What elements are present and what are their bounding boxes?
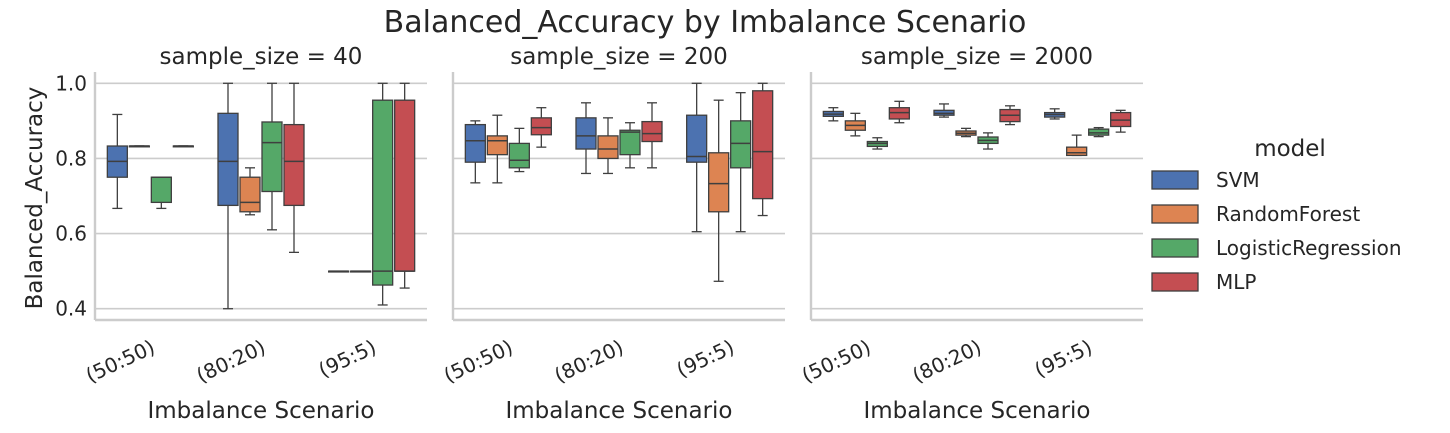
box-svm-2 xyxy=(1044,108,1066,120)
box-mlp-0 xyxy=(530,107,552,148)
box-randomforest-0 xyxy=(486,114,508,184)
box-logisticregression-2 xyxy=(1088,126,1110,138)
box-svm-2 xyxy=(328,270,350,273)
facet-panels: sample_size = 40 0.4 0.6 0.8 1.0 (50:50) (80:2… xyxy=(55,44,1143,424)
iqr-box xyxy=(752,90,774,200)
box-logisticregression-1 xyxy=(977,132,999,150)
x-tick-label: (50:50) xyxy=(82,335,159,388)
box-logisticregression-1 xyxy=(261,82,283,231)
box-randomforest-1 xyxy=(955,127,977,138)
panel-title: sample_size = 2000 xyxy=(861,44,1093,70)
x-tick-label: (50:50) xyxy=(798,335,875,388)
iqr-box xyxy=(708,152,730,213)
box-logisticregression-2 xyxy=(730,92,752,233)
iqr-box xyxy=(530,117,552,136)
facet-panel-2: sample_size = 200 (50:50) (80:20) (95:5) Imb… xyxy=(440,44,785,424)
box-logisticregression-0 xyxy=(150,176,172,210)
iqr-box xyxy=(730,120,752,169)
box-mlp-1 xyxy=(999,105,1021,126)
legend-title: model xyxy=(1254,136,1326,162)
box-svm-0 xyxy=(106,113,128,210)
iqr-box xyxy=(150,176,172,204)
panel-title: sample_size = 200 xyxy=(510,44,728,70)
x-tick-label: (80:20) xyxy=(909,335,986,388)
x-tick-label: (95:5) xyxy=(673,335,738,382)
iqr-box xyxy=(641,120,663,143)
x-axis-label: Imbalance Scenario xyxy=(863,398,1090,424)
legend-swatch-mlp xyxy=(1151,272,1199,292)
iqr-box xyxy=(619,129,641,156)
iqr-box xyxy=(394,99,416,272)
x-tick-label: (50:50) xyxy=(440,335,517,388)
legend-label-mlp: MLP xyxy=(1216,270,1256,294)
iqr-box xyxy=(486,135,508,156)
iqr-box xyxy=(261,121,283,193)
box-randomforest-1 xyxy=(239,167,261,216)
iqr-box xyxy=(283,123,305,207)
iqr-box xyxy=(575,117,597,150)
box-randomforest-1 xyxy=(597,117,619,175)
box-svm-1 xyxy=(217,82,239,310)
box-logisticregression-1 xyxy=(619,122,641,169)
iqr-box xyxy=(217,112,239,207)
iqr-box xyxy=(239,176,261,213)
legend-swatch-logisticregression xyxy=(1151,238,1199,258)
box-logisticregression-0 xyxy=(508,127,530,173)
iqr-box xyxy=(888,107,910,120)
facet-panel-3: sample_size = 2000 (50:50) (80:20) (95:5) Im… xyxy=(798,44,1143,424)
legend-swatch-svm xyxy=(1151,170,1199,190)
box-mlp-2 xyxy=(1110,109,1132,133)
box-mlp-0 xyxy=(888,100,910,124)
iqr-box xyxy=(1088,128,1110,136)
figure-title: Balanced_Accuracy by Imbalance Scenario xyxy=(384,5,1027,40)
box-svm-1 xyxy=(575,102,597,175)
y-tick-label: 1.0 xyxy=(55,71,87,95)
box-mlp-2 xyxy=(394,82,416,289)
y-tick-label: 0.6 xyxy=(55,222,87,246)
box-randomforest-2 xyxy=(350,270,372,273)
box-logisticregression-2 xyxy=(372,82,394,306)
legend-label-logisticregression: LogisticRegression xyxy=(1216,236,1402,260)
y-tick-label: 0.4 xyxy=(55,297,87,321)
x-tick-label: (95:5) xyxy=(315,335,380,382)
box-mlp-2 xyxy=(752,82,774,217)
iqr-box xyxy=(464,123,486,163)
iqr-box xyxy=(686,114,708,163)
legend: model SVM RandomForest LogisticRegression ML… xyxy=(1151,136,1402,294)
x-tick-label: (95:5) xyxy=(1031,335,1096,382)
y-axis-label: Balanced_Accuracy xyxy=(22,87,48,310)
box-mlp-1 xyxy=(641,102,663,169)
x-tick-label: (80:20) xyxy=(551,335,628,388)
box-svm-1 xyxy=(933,103,955,118)
x-axis-label: Imbalance Scenario xyxy=(505,398,732,424)
legend-label-randomforest: RandomForest xyxy=(1216,202,1360,226)
box-svm-2 xyxy=(686,82,708,233)
panel-title: sample_size = 40 xyxy=(160,44,363,70)
box-mlp-1 xyxy=(283,82,305,254)
box-randomforest-0 xyxy=(128,145,150,148)
legend-swatch-randomforest xyxy=(1151,204,1199,224)
box-svm-0 xyxy=(822,107,844,122)
iqr-box xyxy=(597,135,619,160)
box-randomforest-2 xyxy=(1066,134,1088,157)
box-randomforest-2 xyxy=(708,99,730,282)
facet-panel-1: sample_size = 40 0.4 0.6 0.8 1.0 (50:50) (80:2… xyxy=(55,44,427,424)
x-tick-label: (80:20) xyxy=(193,335,270,388)
iqr-box xyxy=(1066,146,1088,157)
box-svm-0 xyxy=(464,120,486,184)
box-logisticregression-0 xyxy=(866,137,888,150)
box-mlp-0 xyxy=(172,145,194,148)
y-tick-label: 0.8 xyxy=(55,146,87,170)
x-axis-label: Imbalance Scenario xyxy=(147,398,374,424)
iqr-box xyxy=(372,99,394,286)
iqr-box xyxy=(508,142,530,169)
legend-label-svm: SVM xyxy=(1216,168,1260,192)
box-randomforest-0 xyxy=(844,112,866,137)
